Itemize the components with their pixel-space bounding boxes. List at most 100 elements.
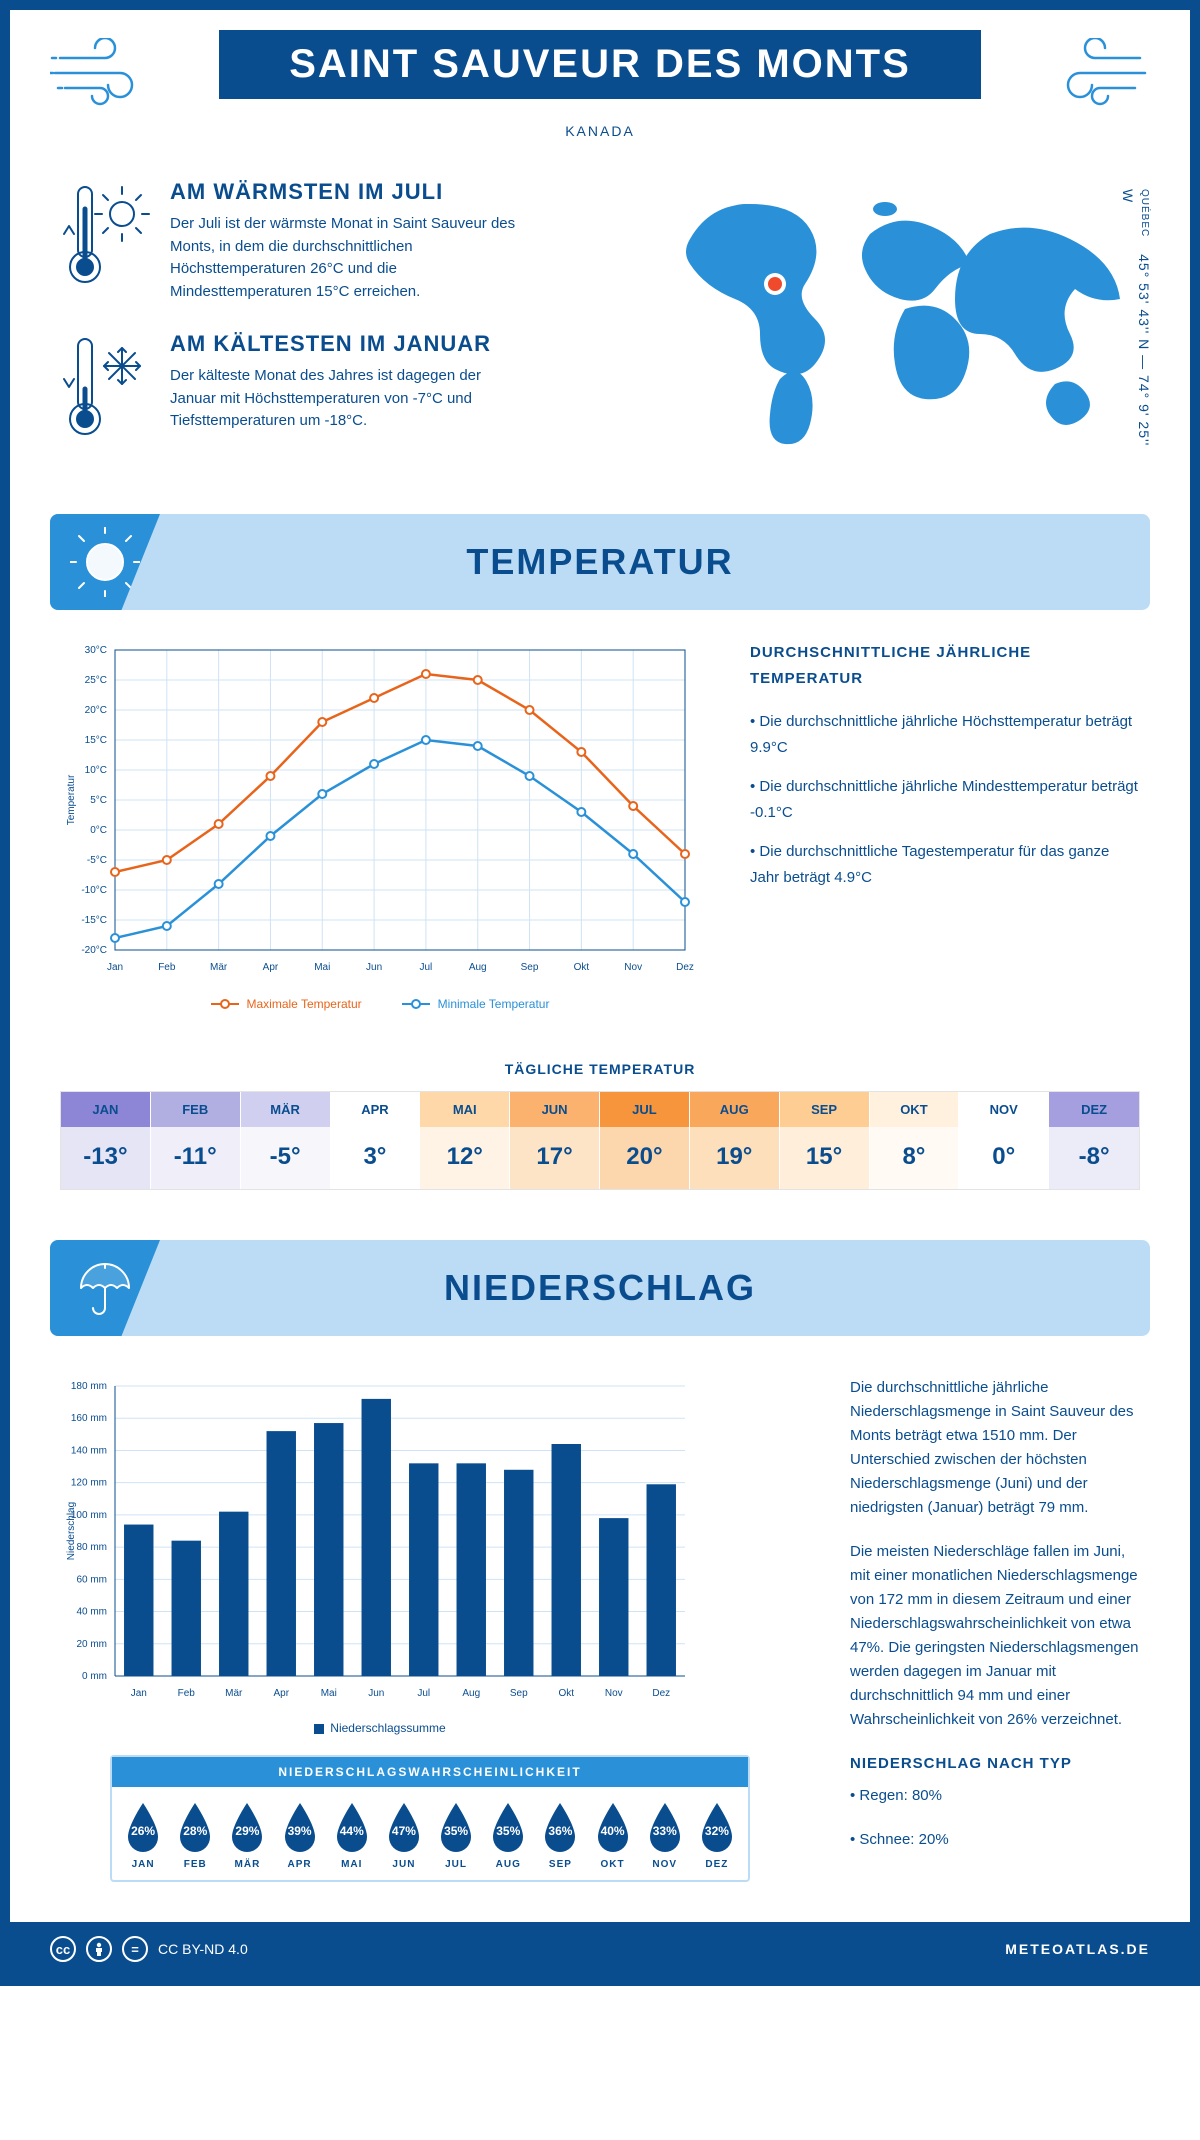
- brand: METEOATLAS.DE: [1005, 1941, 1150, 1957]
- drop-value: 39%: [288, 1824, 312, 1838]
- month-label: AUG: [690, 1092, 779, 1127]
- temperature-heading: TEMPERATUR: [50, 541, 1150, 583]
- precip-drop: 47%JUN: [379, 1801, 429, 1870]
- page-subtitle: KANADA: [219, 123, 981, 139]
- intro-section: AM WÄRMSTEN IM JULI Der Juli ist der wär…: [10, 169, 1190, 514]
- drop-value: 26%: [131, 1824, 155, 1838]
- svg-text:Okt: Okt: [574, 962, 590, 973]
- precip-p1: Die durchschnittliche jährliche Niedersc…: [850, 1376, 1140, 1520]
- drop-month: JUL: [431, 1859, 481, 1870]
- fact-coldest-title: AM KÄLTESTEN IM JANUAR: [170, 331, 530, 357]
- license-text: CC BY-ND 4.0: [158, 1941, 248, 1957]
- svg-text:Jul: Jul: [417, 1688, 430, 1699]
- svg-text:0 mm: 0 mm: [82, 1671, 107, 1682]
- wind-icon: [50, 38, 150, 113]
- legend-max-label: Maximale Temperatur: [247, 997, 362, 1011]
- precip-drop: 28%FEB: [170, 1801, 220, 1870]
- daily-temp-strip: JAN-13°FEB-11°MÄR-5°APR3°MAI12°JUN17°JUL…: [60, 1091, 1140, 1190]
- month-label: JAN: [61, 1092, 150, 1127]
- temperature-legend: Maximale Temperatur Minimale Temperatur: [60, 997, 700, 1011]
- temperature-summary-heading: DURCHSCHNITTLICHE JÄHRLICHE TEMPERATUR: [750, 640, 1140, 691]
- svg-text:10°C: 10°C: [85, 765, 107, 776]
- legend-min-label: Minimale Temperatur: [438, 997, 550, 1011]
- svg-text:Jun: Jun: [368, 1688, 384, 1699]
- svg-text:60 mm: 60 mm: [76, 1574, 107, 1585]
- precip-drop: 40%OKT: [588, 1801, 638, 1870]
- month-value: -8°: [1049, 1127, 1139, 1189]
- header: SAINT SAUVEUR DES MONTS KANADA: [10, 10, 1190, 169]
- fact-warmest-text: Der Juli ist der wärmste Monat in Saint …: [170, 213, 530, 303]
- month-label: DEZ: [1049, 1092, 1139, 1127]
- month-label: SEP: [780, 1092, 869, 1127]
- drop-month: JAN: [118, 1859, 168, 1870]
- precip-p2: Die meisten Niederschläge fallen im Juni…: [850, 1540, 1140, 1732]
- month-label: OKT: [870, 1092, 959, 1127]
- region-label: QUÉBEC: [1139, 189, 1150, 237]
- svg-text:30°C: 30°C: [85, 645, 107, 656]
- drop-value: 40%: [601, 1824, 625, 1838]
- svg-text:80 mm: 80 mm: [76, 1542, 107, 1553]
- svg-text:Aug: Aug: [469, 962, 487, 973]
- svg-text:Mär: Mär: [210, 962, 228, 973]
- month-value: 17°: [510, 1127, 599, 1189]
- temperature-summary: DURCHSCHNITTLICHE JÄHRLICHE TEMPERATUR •…: [750, 640, 1140, 904]
- raindrop-icon: 36%: [539, 1801, 581, 1853]
- drop-value: 28%: [183, 1824, 207, 1838]
- month-label: NOV: [959, 1092, 1048, 1127]
- month-value: 19°: [690, 1127, 779, 1189]
- drop-month: NOV: [640, 1859, 690, 1870]
- svg-text:Mai: Mai: [321, 1688, 337, 1699]
- raindrop-icon: 47%: [383, 1801, 425, 1853]
- svg-text:15°C: 15°C: [85, 735, 107, 746]
- page-title: SAINT SAUVEUR DES MONTS: [219, 30, 981, 99]
- precip-drop: 33% NOV: [640, 1801, 690, 1870]
- precip-drop: 44%MAI: [327, 1801, 377, 1870]
- fact-coldest-text: Der kälteste Monat des Jahres ist dagege…: [170, 365, 530, 433]
- fact-warmest: AM WÄRMSTEN IM JULI Der Juli ist der wär…: [60, 179, 620, 303]
- month-cell: JAN-13°: [61, 1092, 151, 1189]
- svg-text:0°C: 0°C: [90, 825, 107, 836]
- month-label: MÄR: [241, 1092, 330, 1127]
- raindrop-icon: 44%: [331, 1801, 373, 1853]
- drop-value: 29%: [235, 1824, 259, 1838]
- coordinates: QUÉBEC 45° 53' 43'' N — 74° 9' 25'' W: [1120, 189, 1152, 454]
- wind-icon: [1050, 38, 1150, 113]
- month-cell: JUN17°: [510, 1092, 600, 1189]
- month-cell: NOV0°: [959, 1092, 1049, 1189]
- svg-text:Jun: Jun: [366, 962, 382, 973]
- precip-drop: 36%SEP: [535, 1801, 585, 1870]
- temperature-line-chart: -20°C-15°C-10°C-5°C0°C5°C10°C15°C20°C25°…: [60, 640, 700, 1011]
- nd-icon: =: [122, 1936, 148, 1962]
- license: cc = CC BY-ND 4.0: [50, 1936, 248, 1962]
- drop-value: 35%: [444, 1824, 468, 1838]
- svg-text:Sep: Sep: [510, 1688, 528, 1699]
- month-cell: AUG19°: [690, 1092, 780, 1189]
- drop-value: 35%: [496, 1824, 520, 1838]
- svg-text:Sep: Sep: [521, 962, 539, 973]
- svg-text:140 mm: 140 mm: [71, 1445, 107, 1456]
- month-value: -13°: [61, 1127, 150, 1189]
- svg-text:120 mm: 120 mm: [71, 1478, 107, 1489]
- month-label: APR: [331, 1092, 420, 1127]
- fact-coldest: AM KÄLTESTEN IM JANUAR Der kälteste Mona…: [60, 331, 620, 446]
- raindrop-icon: 40%: [592, 1801, 634, 1853]
- drops-title: NIEDERSCHLAGSWAHRSCHEINLICHKEIT: [112, 1757, 748, 1787]
- raindrop-icon: 33%: [644, 1801, 686, 1853]
- svg-text:Feb: Feb: [178, 1688, 196, 1699]
- temp-line-2: • Die durchschnittliche Tagestemperatur …: [750, 839, 1140, 890]
- month-label: MAI: [420, 1092, 509, 1127]
- svg-text:Mai: Mai: [314, 962, 330, 973]
- month-cell: JUL20°: [600, 1092, 690, 1189]
- world-map: QUÉBEC 45° 53' 43'' N — 74° 9' 25'' W: [660, 179, 1140, 454]
- drop-value: 36%: [548, 1824, 572, 1838]
- svg-text:Temperatur: Temperatur: [66, 774, 77, 825]
- month-label: JUN: [510, 1092, 599, 1127]
- svg-text:40 mm: 40 mm: [76, 1607, 107, 1618]
- thermometer-sun-icon: [60, 179, 150, 303]
- month-value: 15°: [780, 1127, 869, 1189]
- month-value: 20°: [600, 1127, 689, 1189]
- svg-text:Nov: Nov: [605, 1688, 623, 1699]
- thermometer-snow-icon: [60, 331, 150, 446]
- drop-value: 44%: [340, 1824, 364, 1838]
- precip-drop: 39%APR: [275, 1801, 325, 1870]
